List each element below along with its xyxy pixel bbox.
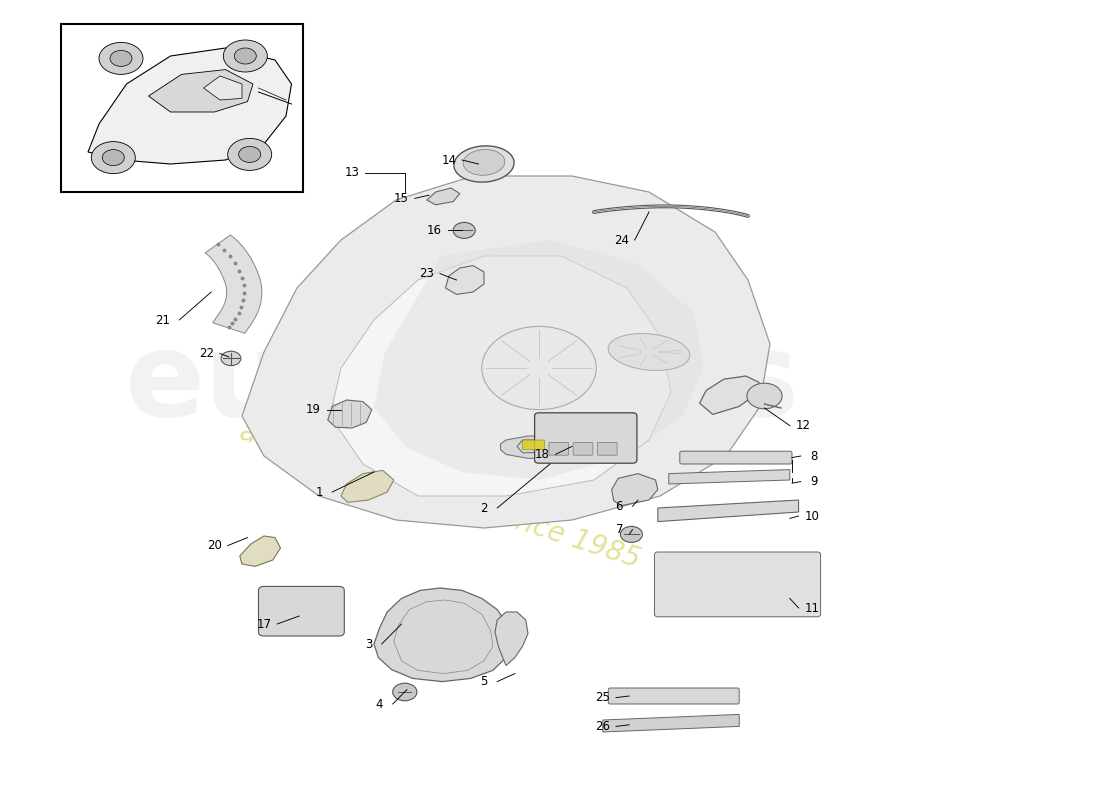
Text: 20: 20 xyxy=(207,539,222,552)
Polygon shape xyxy=(374,588,512,682)
Polygon shape xyxy=(330,256,671,496)
Ellipse shape xyxy=(463,150,505,175)
Circle shape xyxy=(482,326,596,410)
Text: euroPares: euroPares xyxy=(124,326,800,442)
FancyBboxPatch shape xyxy=(654,552,821,617)
Polygon shape xyxy=(612,474,658,506)
Text: 2: 2 xyxy=(481,502,487,514)
Circle shape xyxy=(228,138,272,170)
Circle shape xyxy=(747,383,782,409)
Polygon shape xyxy=(446,266,484,294)
FancyBboxPatch shape xyxy=(597,442,617,455)
Text: 1: 1 xyxy=(316,486,322,498)
Text: 18: 18 xyxy=(535,448,550,461)
Text: 25: 25 xyxy=(595,691,610,704)
Circle shape xyxy=(223,40,267,72)
Circle shape xyxy=(102,150,124,166)
Circle shape xyxy=(393,683,417,701)
Text: 17: 17 xyxy=(256,618,272,630)
Text: 6: 6 xyxy=(616,500,623,513)
Text: 14: 14 xyxy=(441,154,456,166)
Text: 15: 15 xyxy=(394,192,409,205)
Polygon shape xyxy=(700,376,759,414)
Ellipse shape xyxy=(608,334,690,370)
Circle shape xyxy=(99,42,143,74)
Circle shape xyxy=(620,526,642,542)
Text: 24: 24 xyxy=(614,234,629,246)
Text: 21: 21 xyxy=(155,314,170,326)
Polygon shape xyxy=(242,176,770,528)
Text: a passion for parts since 1985: a passion for parts since 1985 xyxy=(236,418,644,574)
Bar xyxy=(60,24,302,192)
Polygon shape xyxy=(669,470,790,484)
Text: 7: 7 xyxy=(616,523,623,536)
Polygon shape xyxy=(328,400,372,428)
Polygon shape xyxy=(427,188,460,205)
Text: 13: 13 xyxy=(344,166,360,179)
Circle shape xyxy=(110,50,132,66)
FancyBboxPatch shape xyxy=(535,413,637,463)
Polygon shape xyxy=(603,714,739,732)
Polygon shape xyxy=(517,440,600,453)
FancyBboxPatch shape xyxy=(549,442,569,455)
FancyBboxPatch shape xyxy=(608,688,739,704)
Text: 22: 22 xyxy=(199,347,214,360)
Polygon shape xyxy=(341,470,394,502)
Text: 8: 8 xyxy=(811,450,817,462)
Polygon shape xyxy=(658,500,799,522)
Polygon shape xyxy=(500,436,616,458)
Polygon shape xyxy=(374,240,704,480)
FancyBboxPatch shape xyxy=(522,440,544,450)
Circle shape xyxy=(221,351,241,366)
Circle shape xyxy=(91,142,135,174)
Text: 23: 23 xyxy=(419,267,435,280)
Polygon shape xyxy=(206,235,262,334)
Text: 3: 3 xyxy=(365,638,372,650)
Text: 26: 26 xyxy=(595,720,610,733)
Polygon shape xyxy=(495,612,528,666)
Polygon shape xyxy=(88,48,292,164)
Text: 5: 5 xyxy=(481,675,487,688)
Polygon shape xyxy=(240,536,280,566)
Text: 9: 9 xyxy=(811,475,817,488)
Circle shape xyxy=(453,222,475,238)
Text: 16: 16 xyxy=(427,224,442,237)
FancyBboxPatch shape xyxy=(573,442,593,455)
Circle shape xyxy=(234,48,256,64)
Ellipse shape xyxy=(454,146,514,182)
Text: 19: 19 xyxy=(306,403,321,416)
Text: 12: 12 xyxy=(795,419,811,432)
Text: 11: 11 xyxy=(804,602,820,614)
Circle shape xyxy=(239,146,261,162)
FancyBboxPatch shape xyxy=(258,586,344,636)
Text: 4: 4 xyxy=(376,698,383,710)
Polygon shape xyxy=(204,76,242,100)
Polygon shape xyxy=(148,70,253,112)
FancyBboxPatch shape xyxy=(680,451,792,464)
Text: 10: 10 xyxy=(804,510,820,522)
